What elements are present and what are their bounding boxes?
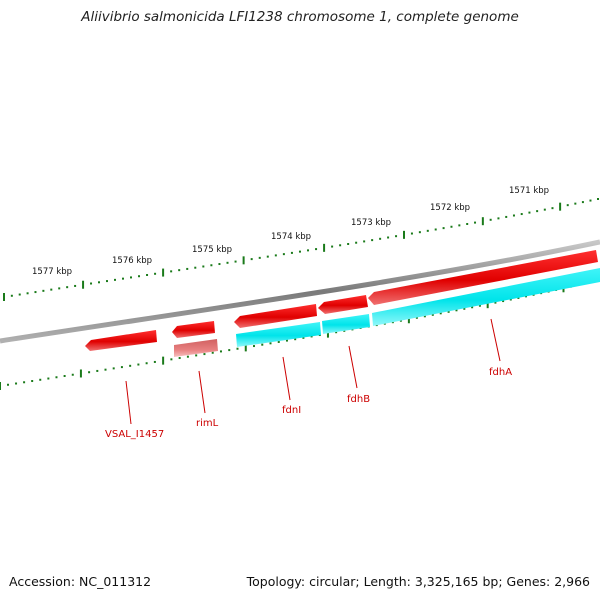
gene-arrow-vsal-i1457[interactable]: [85, 330, 157, 351]
gene-arrow-fdni[interactable]: [234, 304, 317, 328]
gene-label-fdhb[interactable]: fdhB: [347, 394, 370, 405]
accession-text: Accession: NC_011312: [9, 574, 152, 589]
cds-feature-fdni[interactable]: [236, 322, 321, 347]
genome-summary-text: Topology: circular; Length: 3,325,165 bp…: [246, 574, 590, 589]
genome-backbone: [0, 239, 600, 344]
ruler-label-1571: 1571 kbp: [509, 186, 549, 196]
map-title: Aliivibrio salmonicida LFI1238 chromosom…: [81, 9, 519, 25]
leader-line-vsal-i1457: [125, 380, 132, 425]
leader-line-fdni: [282, 356, 291, 401]
ruler-label-1576: 1576 kbp: [112, 256, 152, 266]
gene-arrow-fdhb[interactable]: [318, 295, 368, 314]
ruler-label-1575: 1575 kbp: [192, 245, 232, 255]
cds-feature-fdha[interactable]: [372, 268, 600, 326]
ruler-label-1574: 1574 kbp: [271, 232, 311, 242]
leader-line-fdhb: [348, 345, 358, 389]
gene-arrow-riml[interactable]: [172, 321, 215, 338]
gene-label-vsal-i1457[interactable]: VSAL_I1457: [105, 429, 164, 440]
gene-label-riml[interactable]: rimL: [196, 418, 219, 429]
ruler-label-1572: 1572 kbp: [430, 203, 470, 213]
cds-feature-fdhb[interactable]: [322, 314, 370, 334]
outer-ruler: [3, 198, 599, 301]
leader-line-riml: [198, 370, 206, 414]
pseudo-gene-riml[interactable]: [174, 339, 218, 357]
gene-label-fdni[interactable]: fdnI: [282, 405, 301, 416]
ruler-label-1577: 1577 kbp: [32, 267, 72, 277]
gene-label-fdha[interactable]: fdhA: [489, 367, 512, 378]
ruler-label-1573: 1573 kbp: [351, 218, 391, 228]
leader-line-fdha: [490, 318, 501, 362]
gene-arrow-fdha[interactable]: [368, 250, 598, 305]
